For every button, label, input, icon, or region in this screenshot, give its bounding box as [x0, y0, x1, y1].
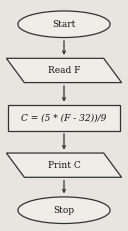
Text: Stop: Stop — [53, 206, 75, 215]
FancyBboxPatch shape — [8, 105, 120, 131]
Text: C = (5 * (F - 32))/9: C = (5 * (F - 32))/9 — [21, 113, 107, 122]
Ellipse shape — [18, 197, 110, 224]
Polygon shape — [6, 58, 122, 83]
Text: Read F: Read F — [48, 66, 80, 75]
Text: Start: Start — [52, 20, 76, 29]
Ellipse shape — [18, 11, 110, 37]
Polygon shape — [6, 153, 122, 177]
Text: Print C: Print C — [48, 161, 80, 170]
